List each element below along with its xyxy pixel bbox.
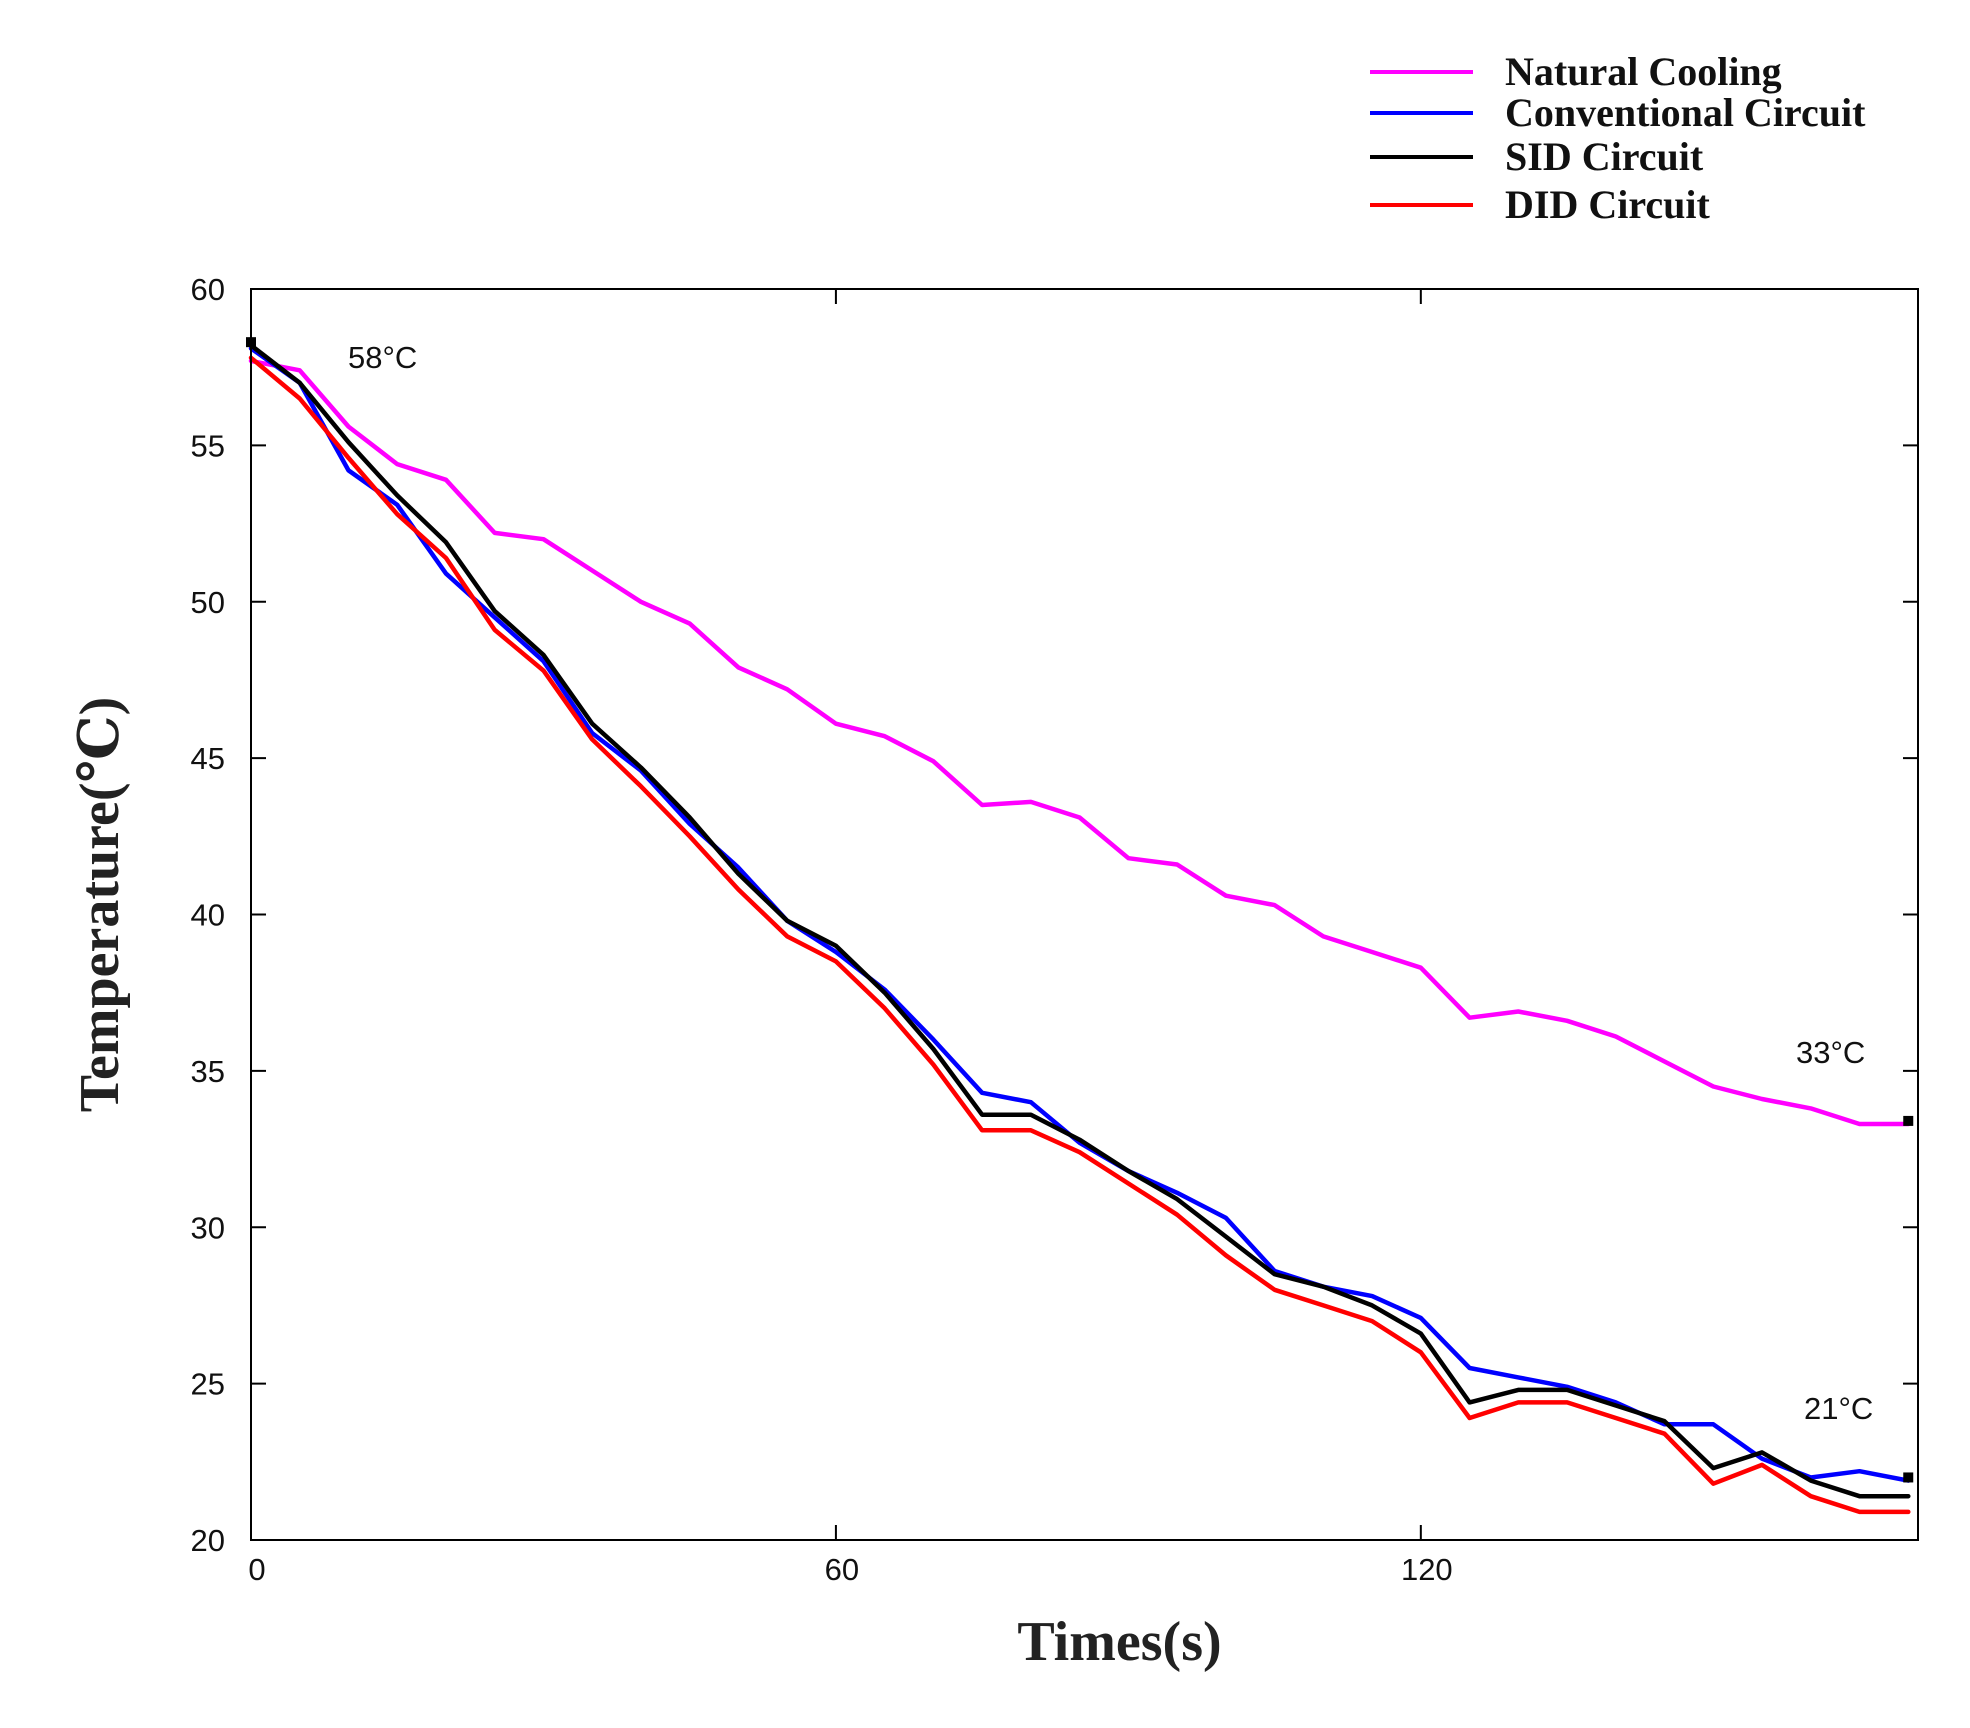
y-tick-label: 55 <box>191 428 225 463</box>
legend-label: Natural Cooling <box>1505 49 1782 94</box>
y-axis-title: Temperature(℃) <box>69 697 131 1112</box>
y-tick-label: 60 <box>191 272 225 307</box>
y-tick-label: 50 <box>191 585 225 620</box>
y-tick-label: 40 <box>191 898 225 933</box>
y-tick-label: 20 <box>191 1523 225 1558</box>
legend-label: DID Circuit <box>1505 182 1710 227</box>
endpoint-marker <box>1903 1115 1914 1126</box>
plot-frame <box>250 288 1919 1541</box>
legend-label: SID Circuit <box>1505 134 1704 179</box>
series-line-conventional-circuit <box>248 346 1911 1483</box>
series-line-sid-circuit <box>248 343 1911 1499</box>
temperature-annotation: 21°C <box>1804 1391 1873 1426</box>
y-tick-label: 30 <box>191 1210 225 1245</box>
x-axis-title: Times(s) <box>1017 1611 1221 1673</box>
annotations: 58°C 33°C 21°C <box>348 340 1873 1426</box>
y-tick-label: 35 <box>191 1054 225 1089</box>
x-tick-label: 60 <box>825 1552 859 1587</box>
series-line-natural-cooling <box>248 358 1911 1127</box>
endpoint-marker <box>246 337 256 348</box>
endpoint-markers <box>246 337 1914 1483</box>
y-tick-label: 45 <box>191 741 225 776</box>
series-line-did-circuit <box>248 355 1911 1515</box>
temperature-annotation: 58°C <box>348 340 417 375</box>
endpoint-marker <box>1903 1472 1914 1483</box>
x-tick-label: 0 <box>248 1552 265 1587</box>
axis-ticks: 20 25 30 35 40 45 50 55 60 0 60 120 <box>191 272 1918 1587</box>
temperature-annotation: 33°C <box>1796 1035 1865 1070</box>
x-tick-label: 120 <box>1401 1552 1453 1587</box>
y-tick-label: 25 <box>191 1367 225 1402</box>
series-layer <box>248 343 1911 1515</box>
legend-label: Conventional Circuit <box>1505 90 1866 135</box>
